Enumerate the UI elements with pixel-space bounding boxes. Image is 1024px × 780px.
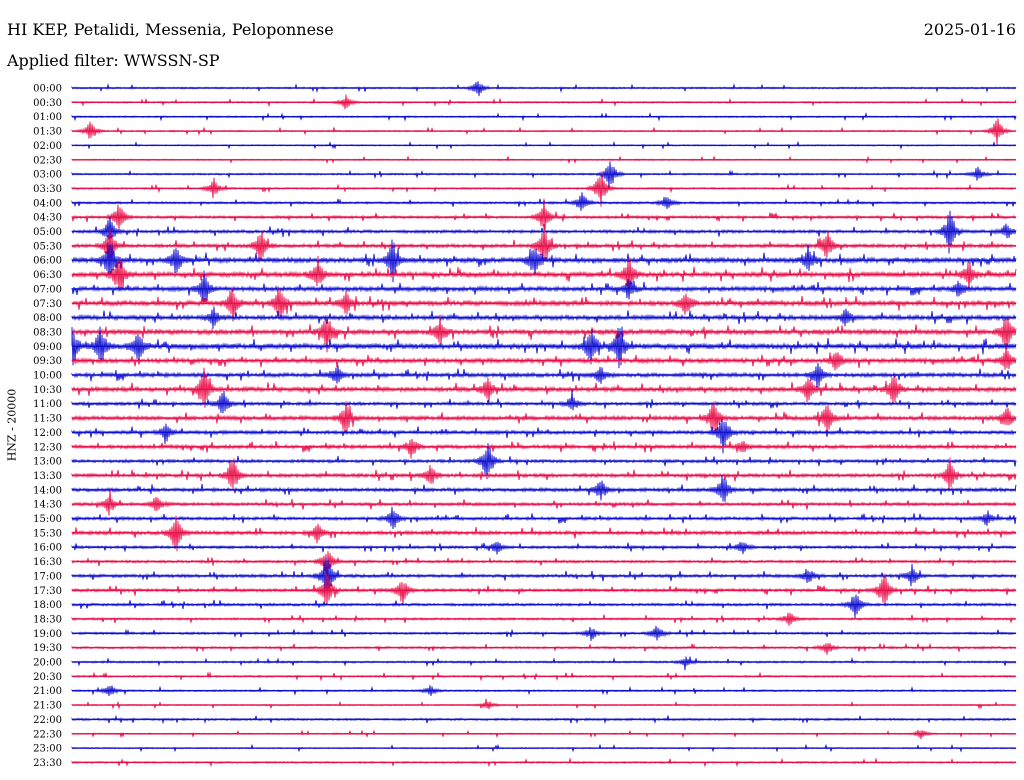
time-label-1430: 14:30 xyxy=(33,500,62,511)
time-label-1230: 12:30 xyxy=(33,442,62,453)
trace-row-1600 xyxy=(71,541,1017,555)
time-label-2200: 22:00 xyxy=(33,715,62,726)
time-label-1200: 12:00 xyxy=(33,428,62,439)
trace-row-1130 xyxy=(71,401,1017,433)
time-label-0400: 04:00 xyxy=(33,198,62,209)
seismic-traces xyxy=(71,81,1017,768)
time-label-0930: 09:30 xyxy=(33,356,62,367)
trace-row-0630 xyxy=(71,255,1017,292)
trace-row-0930 xyxy=(71,346,1017,371)
time-label-0230: 02:30 xyxy=(33,155,62,166)
time-label-0730: 07:30 xyxy=(33,299,62,310)
time-label-0200: 02:00 xyxy=(33,141,62,152)
time-tick-labels: 00:00 00:30 01:00 01:30 02:00 02:30 03:00 03:30… xyxy=(33,84,62,769)
trace-row-2000 xyxy=(71,656,1017,671)
time-label-0900: 09:00 xyxy=(33,342,62,353)
time-label-0330: 03:30 xyxy=(33,184,62,195)
time-label-1000: 10:00 xyxy=(33,371,62,382)
time-label-1030: 10:30 xyxy=(33,385,62,396)
filter-label: Applied filter: WWSSN-SP xyxy=(7,51,220,70)
time-label-1600: 16:00 xyxy=(33,543,62,554)
time-label-2030: 20:30 xyxy=(33,672,62,683)
trace-row-1930 xyxy=(71,642,1017,655)
trace-row-2230 xyxy=(71,729,1017,739)
time-label-1900: 19:00 xyxy=(33,629,62,640)
date-label: 2025-01-16 xyxy=(923,20,1016,39)
time-label-0130: 01:30 xyxy=(33,127,62,138)
time-label-0300: 03:00 xyxy=(33,170,62,181)
trace-row-2130 xyxy=(71,698,1017,710)
time-label-1800: 18:00 xyxy=(33,600,62,611)
time-label-1530: 15:30 xyxy=(33,528,62,539)
trace-row-1100 xyxy=(71,389,1017,414)
trace-row-1800 xyxy=(71,594,1017,619)
time-label-1330: 13:30 xyxy=(33,471,62,482)
time-label-1100: 11:00 xyxy=(33,399,62,410)
time-label-1830: 18:30 xyxy=(33,614,62,625)
time-label-1500: 15:00 xyxy=(33,514,62,525)
trace-row-0130 xyxy=(71,118,1017,146)
time-label-1630: 16:30 xyxy=(33,557,62,568)
time-label-0530: 05:30 xyxy=(33,241,62,252)
time-label-1130: 11:30 xyxy=(33,414,62,425)
time-label-2130: 21:30 xyxy=(33,701,62,712)
time-label-0600: 06:00 xyxy=(33,256,62,267)
time-label-1300: 13:00 xyxy=(33,457,62,468)
time-label-2330: 23:30 xyxy=(33,758,62,769)
time-label-2300: 23:00 xyxy=(33,744,62,755)
trace-row-1230 xyxy=(71,438,1017,459)
trace-row-1430 xyxy=(71,489,1017,516)
trace-row-0000 xyxy=(71,81,1017,97)
trace-row-1330 xyxy=(71,457,1017,491)
time-label-2000: 20:00 xyxy=(33,658,62,669)
time-label-1700: 17:00 xyxy=(33,571,62,582)
time-label-2230: 22:30 xyxy=(33,729,62,740)
station-title: HI KEP, Petalidi, Messenia, Peloponnese xyxy=(7,20,334,39)
trace-row-1200 xyxy=(71,418,1017,454)
time-label-0500: 05:00 xyxy=(33,227,62,238)
time-label-0830: 08:30 xyxy=(33,327,62,338)
trace-row-1400 xyxy=(71,475,1017,502)
time-label-1930: 19:30 xyxy=(33,643,62,654)
time-label-0430: 04:30 xyxy=(33,213,62,224)
time-label-1730: 17:30 xyxy=(33,586,62,597)
time-label-0100: 01:00 xyxy=(33,112,62,123)
time-label-0800: 08:00 xyxy=(33,313,62,324)
time-label-0630: 06:30 xyxy=(33,270,62,281)
time-label-0000: 00:00 xyxy=(33,84,62,95)
time-label-2100: 21:00 xyxy=(33,686,62,697)
time-label-0700: 07:00 xyxy=(33,284,62,295)
time-label-0030: 00:30 xyxy=(33,98,62,109)
time-label-1400: 14:00 xyxy=(33,485,62,496)
